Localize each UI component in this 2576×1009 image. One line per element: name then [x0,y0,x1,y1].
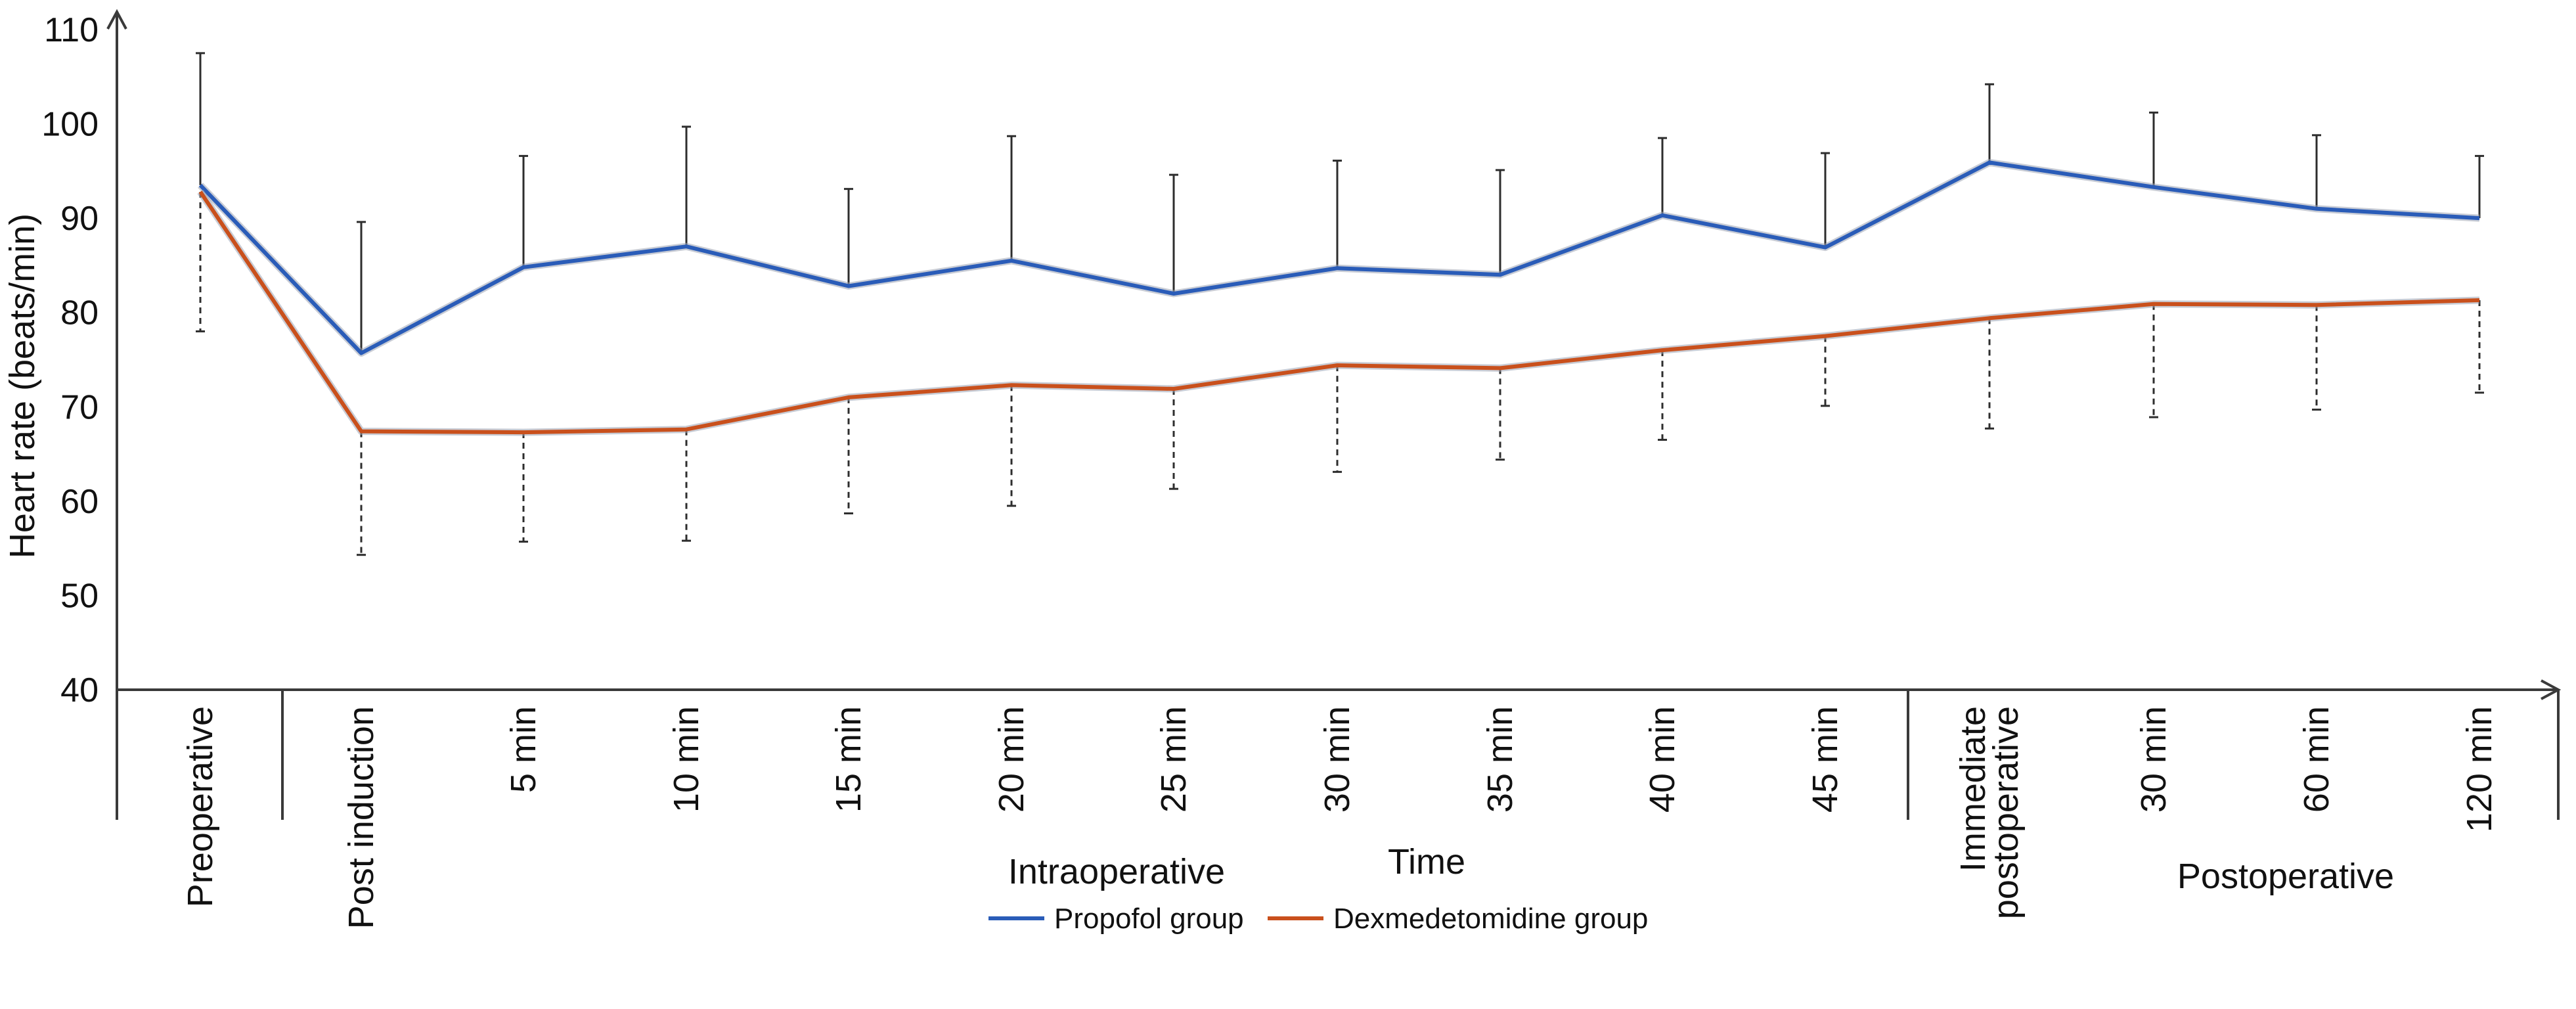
x-category-label: 60 min [2297,706,2336,813]
series-lines [197,158,2480,436]
group-label-postoperative: Postoperative [2177,857,2394,896]
y-tick-label: 40 [60,671,99,709]
propofol-series-line [198,160,2480,355]
x-category-label: Preoperative [181,706,220,907]
y-axis-arrow-icon [106,9,127,30]
x-category-label: 40 min [1643,706,1682,813]
x-category-label: 30 min [2134,706,2173,813]
labels: 40 50 60 70 80 90 100 110 Heart rate (beats/min)… [3,11,2499,929]
y-axis-title: Heart rate (beats/min) [3,213,42,558]
y-tick-label: 50 [60,577,99,615]
x-category-label: 20 min [992,706,1031,813]
y-tick-label: 80 [60,294,99,332]
legend-label: Dexmedetomidine group [1333,903,1648,935]
y-tick-label: 70 [60,388,99,426]
legend: Propofol group Dexmedetomidine group [988,903,1648,935]
x-category-label: 35 min [1480,706,1520,813]
y-tick-label: 60 [60,483,99,521]
x-category-label: Immediate [1953,706,1993,872]
x-category-label: 30 min [1318,706,1357,813]
y-tick-label: 90 [60,200,99,238]
series-shadow [197,189,2480,436]
legend-label: Propofol group [1054,903,1244,935]
y-tick-label: 110 [44,11,99,49]
x-category-label: 45 min [1806,706,1845,813]
x-category-label: postoperative [1986,706,2026,919]
y-tick-label: 100 [41,106,99,144]
series-shadow [198,158,2480,357]
x-category-label: 10 min [667,706,706,813]
dexmedetomidine-series-line [198,191,2480,435]
x-category-label: 15 min [829,706,868,813]
axes [106,9,2562,820]
group-label-intraoperative: Intraoperative [1008,852,1225,891]
x-category-label: 25 min [1154,706,1193,813]
x-category-label: Post induction [342,706,381,929]
x-category-label: 5 min [504,706,543,793]
x-axis-title: Time [1388,842,1465,882]
x-category-label: 120 min [2460,706,2499,832]
error-bars [196,52,2484,556]
